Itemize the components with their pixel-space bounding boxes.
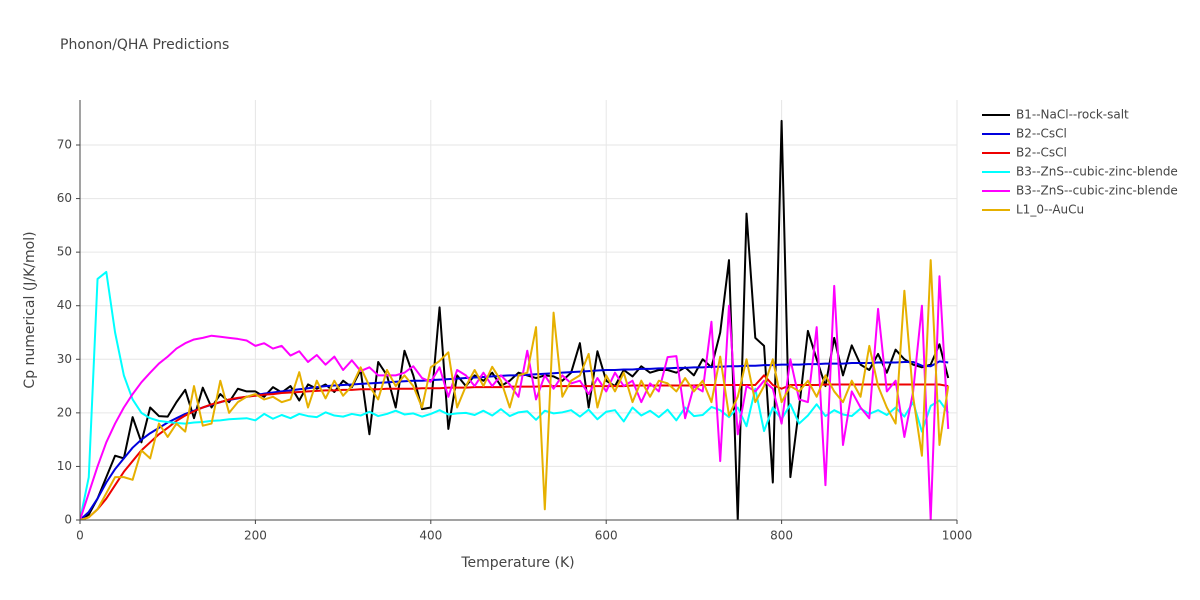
series-line [80, 374, 949, 520]
y-tick-label: 70 [57, 138, 72, 152]
series-line [80, 270, 950, 520]
legend-label: B3--ZnS--cubic-zinc-blende [1016, 184, 1178, 198]
legend-label: L1_0--AuCu [1016, 203, 1084, 217]
x-tick-label: 600 [595, 529, 618, 543]
x-tick-label: 800 [770, 529, 793, 543]
y-tick-label: 20 [57, 405, 72, 419]
series-line [80, 275, 950, 520]
legend-label: B2--CsCl [1016, 127, 1067, 141]
x-tick-label: 1000 [942, 529, 973, 543]
y-tick-label: 0 [64, 513, 72, 527]
legend: B1--NaCl--rock-salt B2--CsCl B2--CsCl B3--Z… [982, 108, 1178, 217]
series-line [80, 119, 950, 520]
grid: 0 10 20 30 40 50 60 70 0 200 400 600 800 1000 [57, 100, 973, 543]
y-tick-label: 10 [57, 459, 72, 473]
chart-title: Phonon/QHA Predictions [60, 37, 229, 53]
y-tick-label: 60 [57, 191, 72, 205]
x-axis-title: Temperature (K) [460, 555, 574, 571]
y-tick-label: 40 [57, 298, 72, 312]
legend-label: B3--ZnS--cubic-zinc-blende [1016, 165, 1178, 179]
x-tick-label: 0 [76, 529, 84, 543]
series-line [80, 259, 950, 520]
legend-label: B2--CsCl [1016, 146, 1067, 160]
plot-area [80, 119, 950, 520]
legend-label: B1--NaCl--rock-salt [1016, 108, 1129, 122]
y-tick-label: 50 [57, 245, 72, 259]
x-tick-label: 200 [244, 529, 267, 543]
x-tick-label: 400 [419, 529, 442, 543]
y-tick-label: 30 [57, 352, 72, 366]
y-axis-title: Cp numerical (J/K/mol) [22, 231, 38, 388]
